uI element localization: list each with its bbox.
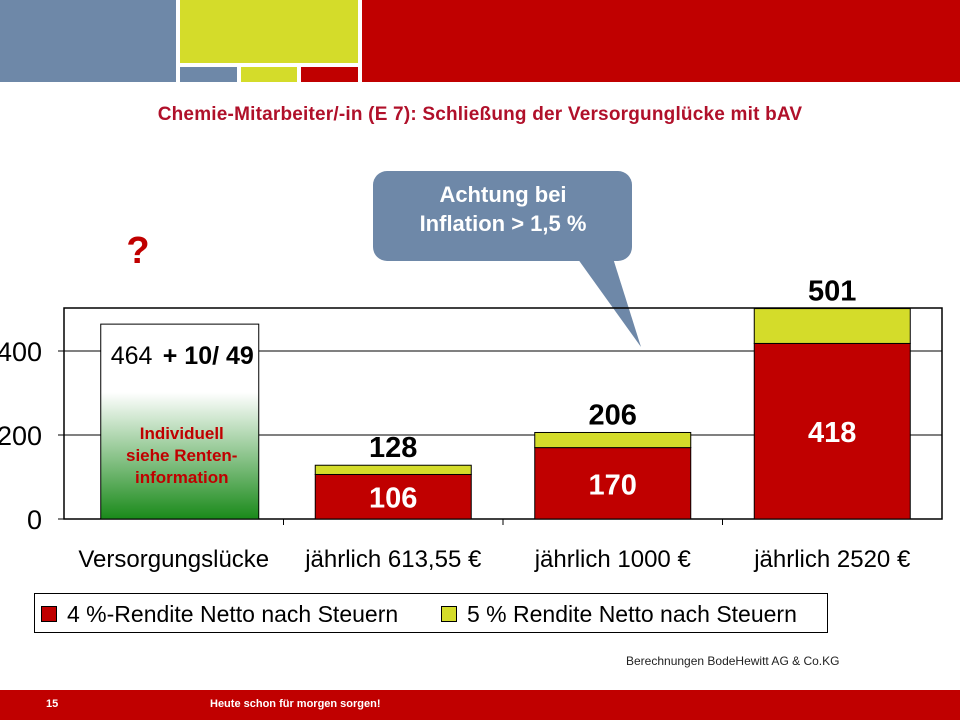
- page-title: Chemie-Mitarbeiter/-in (E 7): Schließung…: [157, 104, 803, 125]
- data-label-total-2: 206: [589, 399, 637, 431]
- legend-swatch-yellow: [441, 606, 457, 622]
- gap-bar-note-0: Individuell: [140, 424, 224, 443]
- legend-label-5-percent: 5 % Rendite Netto nach Steuern: [467, 601, 797, 627]
- gap-bar-value-label: 464: [111, 342, 153, 370]
- footer-slogan: Heute schon für morgen sorgen!: [210, 698, 381, 710]
- x-tick-label-0: Versorgungslücke: [78, 546, 269, 573]
- gap-bar-addition-label: + 10/ 49: [163, 342, 254, 370]
- bar-4-percent-3: [753, 342, 911, 520]
- bar-4-percent-2: [534, 447, 692, 520]
- header-block-small-red: [301, 67, 358, 82]
- bar-4-percent-1: [314, 473, 472, 520]
- gap-bar: [100, 323, 260, 520]
- header-block-yellow: [180, 0, 358, 63]
- data-label-total-3: 501: [808, 276, 856, 308]
- legend-swatch-red: [41, 606, 57, 622]
- y-tick-label-0: 0: [27, 505, 42, 535]
- data-label-4-percent-1: 106: [369, 483, 417, 515]
- bar-5-percent-1: [314, 464, 472, 475]
- footer-bar: [0, 690, 960, 720]
- bar-5-percent-3: [753, 308, 911, 344]
- gap-bar-note-2: information: [135, 468, 229, 487]
- x-tick-label-2: jährlich 1000 €: [534, 546, 692, 573]
- x-tick-label-1: jährlich 613,55 €: [304, 546, 482, 573]
- header-block-small-slate: [180, 67, 237, 82]
- bar-5-percent-2: [534, 431, 692, 449]
- data-label-4-percent-2: 170: [589, 469, 637, 501]
- callout-line-2: Inflation > 1,5 %: [419, 211, 587, 236]
- gap-bar-note-1: siehe Renten-: [126, 446, 237, 465]
- footer-page-number: 15: [46, 698, 59, 710]
- source-note: Berechnungen BodeHewitt AG & Co.KG: [626, 654, 840, 668]
- callout-pointer: [575, 255, 641, 347]
- data-label-total-1: 128: [369, 432, 417, 464]
- data-label-4-percent-3: 418: [808, 417, 856, 449]
- header-block-slate: [0, 0, 176, 82]
- callout-bubble: [373, 171, 641, 347]
- y-tick-label-200: 200: [0, 421, 42, 451]
- chart-legend: 4 %-Rendite Netto nach Steuern 5 % Rendi…: [34, 593, 828, 633]
- callout-box: [373, 171, 632, 261]
- callout-text: Achtung bei Inflation > 1,5 %: [376, 180, 630, 238]
- y-tick-label-400: 400: [0, 337, 42, 367]
- header-block-small-yellow: [241, 67, 297, 82]
- question-mark: ?: [126, 230, 150, 272]
- header-block-red: [362, 0, 960, 82]
- callout-line-1: Achtung bei: [439, 182, 567, 207]
- x-tick-label-3: jährlich 2520 €: [753, 546, 911, 573]
- legend-label-4-percent: 4 %-Rendite Netto nach Steuern: [67, 601, 399, 627]
